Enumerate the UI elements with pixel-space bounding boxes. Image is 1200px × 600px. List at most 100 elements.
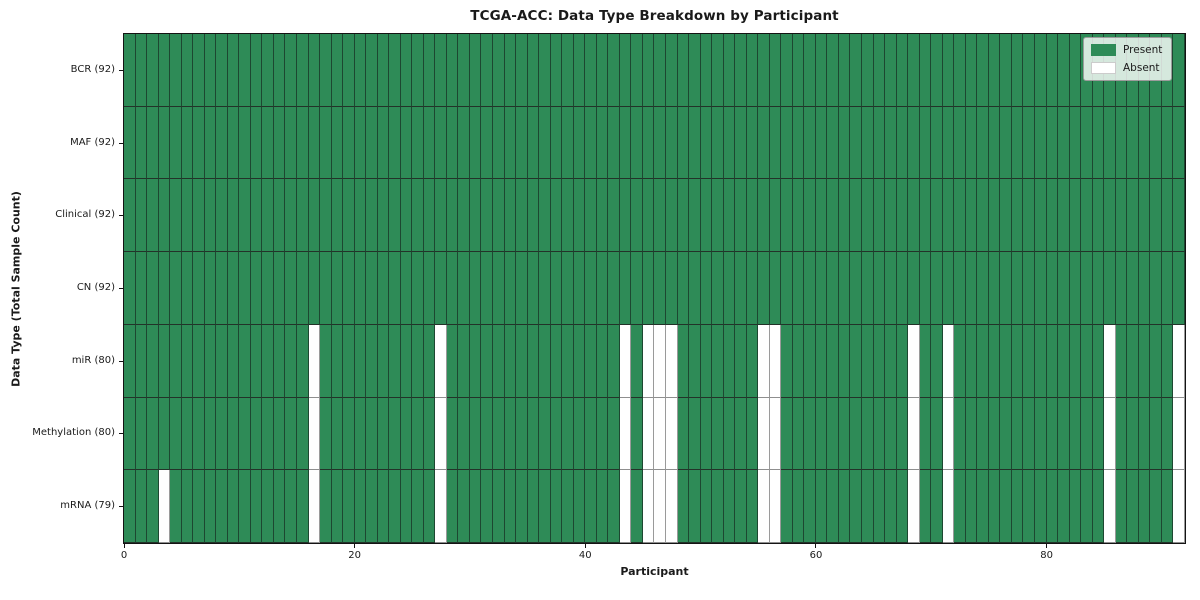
heatmap-cell <box>1161 470 1174 544</box>
heatmap-cell <box>435 324 447 398</box>
heatmap-cell <box>1046 34 1059 107</box>
heatmap-cell <box>1034 397 1047 471</box>
heatmap-cell <box>804 397 816 471</box>
heatmap-cell <box>792 252 805 325</box>
heatmap-cell <box>896 397 909 471</box>
heatmap-cell <box>965 324 978 398</box>
heatmap-cell <box>896 179 909 253</box>
heatmap-cell <box>516 470 528 544</box>
heatmap-cell <box>147 106 159 180</box>
heatmap-cell <box>423 324 436 398</box>
heatmap-cell <box>965 106 978 180</box>
heatmap-cell <box>769 179 782 253</box>
heatmap-cell <box>1023 252 1035 325</box>
heatmap-cell <box>677 324 690 398</box>
heatmap-cell <box>885 324 897 398</box>
heatmap-cell <box>562 397 574 471</box>
heatmap-cell <box>1173 34 1185 107</box>
heatmap-cell <box>124 34 136 107</box>
heatmap-cell <box>988 397 1001 471</box>
heatmap-cell <box>158 324 171 398</box>
heatmap-row-MAF <box>124 106 1185 180</box>
heatmap-cell <box>619 324 632 398</box>
heatmap-cell <box>423 470 436 544</box>
heatmap-cell <box>423 34 436 107</box>
heatmap-cell <box>400 179 413 253</box>
heatmap-cell <box>1034 324 1047 398</box>
heatmap-cell <box>423 106 436 180</box>
heatmap-cell <box>366 179 378 253</box>
heatmap-cell <box>1058 106 1070 180</box>
heatmap-cell <box>527 179 540 253</box>
heatmap-cell <box>908 470 920 544</box>
heatmap-cell <box>158 397 171 471</box>
heatmap-cell <box>400 397 413 471</box>
heatmap-cell <box>919 179 932 253</box>
heatmap-cell <box>654 252 666 325</box>
heatmap-cell <box>539 179 551 253</box>
heatmap-cell <box>654 34 666 107</box>
heatmap-cell <box>193 106 205 180</box>
heatmap-cell <box>758 106 770 180</box>
x-tick-mark <box>1046 544 1048 548</box>
heatmap-cell <box>239 324 251 398</box>
heatmap-cell <box>873 106 886 180</box>
heatmap-cell <box>596 106 609 180</box>
heatmap-cell <box>204 34 217 107</box>
heatmap-cell <box>273 324 286 398</box>
heatmap-cell <box>988 106 1001 180</box>
heatmap-cell <box>493 252 505 325</box>
heatmap-cell <box>596 397 609 471</box>
heatmap-cell <box>481 252 493 325</box>
heatmap-cell <box>216 34 228 107</box>
heatmap-cell <box>216 397 228 471</box>
heatmap-cell <box>262 106 274 180</box>
heatmap-cell <box>331 106 344 180</box>
heatmap-cell <box>216 470 228 544</box>
heatmap-cell <box>550 397 563 471</box>
heatmap-cell <box>931 34 943 107</box>
heatmap-cell <box>573 324 586 398</box>
heatmap-cell <box>250 34 263 107</box>
heatmap-cell <box>216 324 228 398</box>
heatmap-row-BCR <box>124 34 1185 107</box>
heatmap-cell <box>896 34 909 107</box>
heatmap-cell <box>689 106 701 180</box>
heatmap-cell <box>1115 324 1128 398</box>
heatmap-cell <box>1104 106 1116 180</box>
heatmap-cell <box>285 397 297 471</box>
heatmap-cell <box>124 179 136 253</box>
heatmap-cell <box>389 397 401 471</box>
heatmap-cell <box>377 324 390 398</box>
heatmap-cell <box>1046 106 1059 180</box>
heatmap-cell <box>781 179 793 253</box>
heatmap-cell <box>239 252 251 325</box>
heatmap-cell <box>493 179 505 253</box>
heatmap-cell <box>320 179 332 253</box>
heatmap-cell <box>689 470 701 544</box>
heatmap-cell <box>1173 470 1185 544</box>
heatmap-cell <box>608 179 620 253</box>
heatmap-cell <box>343 324 355 398</box>
heatmap-cell <box>158 252 171 325</box>
heatmap-cell <box>1161 106 1174 180</box>
heatmap-cell <box>723 106 736 180</box>
heatmap-cell <box>954 324 966 398</box>
heatmap-cell <box>504 34 517 107</box>
heatmap-cell <box>746 324 759 398</box>
heatmap-cell <box>885 252 897 325</box>
heatmap-cell <box>147 324 159 398</box>
x-tick-mark <box>815 544 817 548</box>
heatmap-cell <box>481 470 493 544</box>
heatmap-cell <box>988 34 1001 107</box>
heatmap-cell <box>1046 324 1059 398</box>
heatmap-cell <box>481 179 493 253</box>
heatmap-cell <box>308 34 321 107</box>
heatmap-cell <box>504 106 517 180</box>
heatmap-cell <box>1011 179 1024 253</box>
heatmap-cell <box>1081 470 1093 544</box>
heatmap-cell <box>1127 470 1139 544</box>
heatmap-cell <box>735 397 747 471</box>
heatmap-cell <box>712 324 724 398</box>
heatmap-cell <box>216 179 228 253</box>
